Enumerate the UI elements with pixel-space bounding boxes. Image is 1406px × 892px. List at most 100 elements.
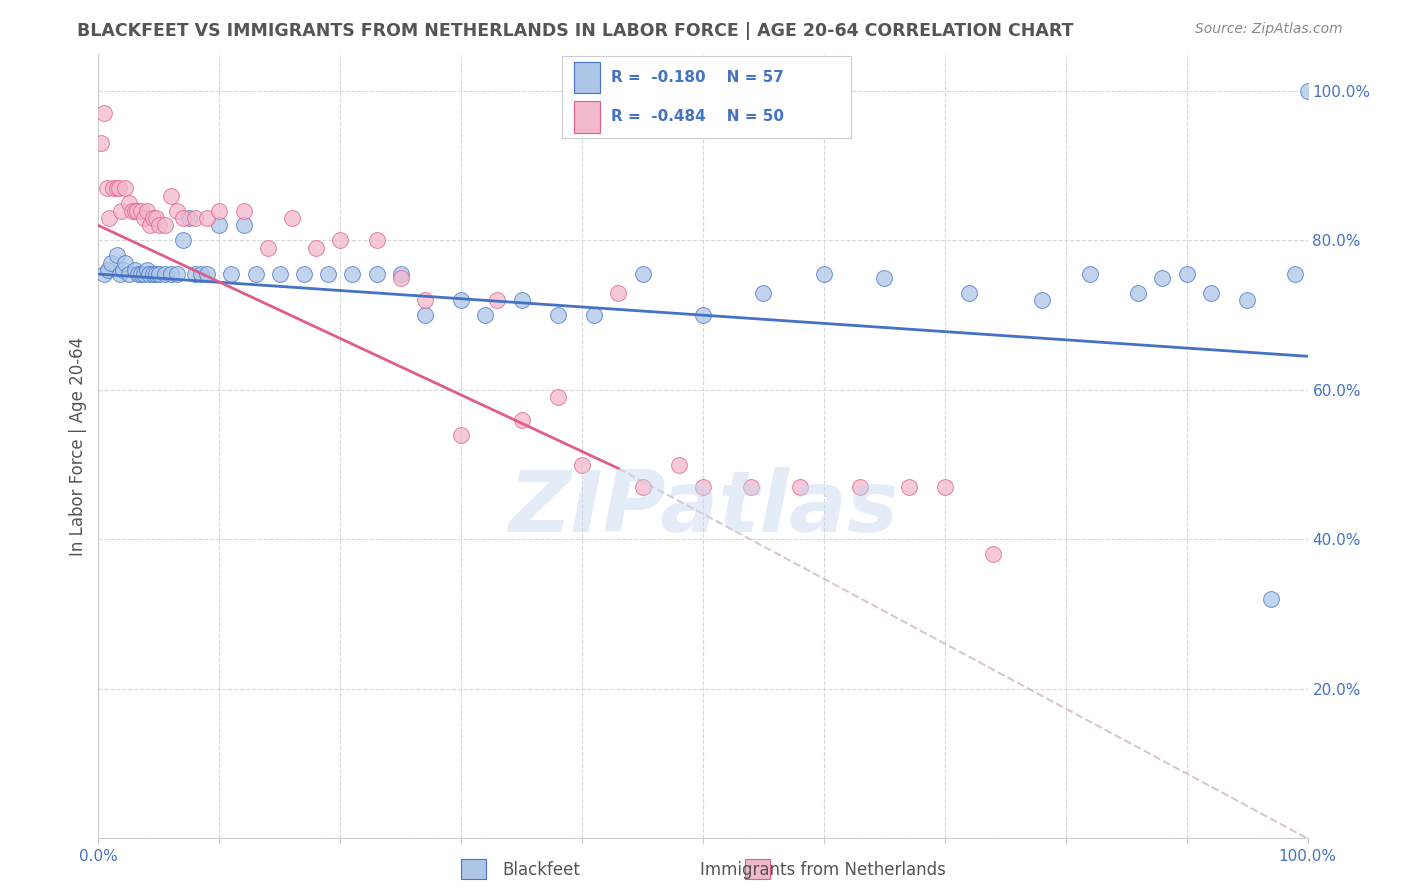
Bar xyxy=(574,102,600,133)
Point xyxy=(208,203,231,218)
Point xyxy=(281,211,304,225)
Point xyxy=(1128,285,1150,300)
Point xyxy=(127,267,149,281)
Point xyxy=(1199,285,1222,300)
Point xyxy=(957,285,980,300)
Point xyxy=(366,267,388,281)
Point xyxy=(256,241,278,255)
Point xyxy=(101,181,124,195)
Point xyxy=(232,219,254,233)
Point xyxy=(111,263,134,277)
Bar xyxy=(574,62,600,93)
Point xyxy=(1284,267,1306,281)
Text: BLACKFEET VS IMMIGRANTS FROM NETHERLANDS IN LABOR FORCE | AGE 20-64 CORRELATION : BLACKFEET VS IMMIGRANTS FROM NETHERLANDS… xyxy=(77,22,1074,40)
Point xyxy=(142,267,165,281)
Point xyxy=(108,267,131,281)
Point xyxy=(547,308,569,322)
Point xyxy=(145,267,167,281)
Point xyxy=(114,256,136,270)
Point xyxy=(269,267,291,281)
Point xyxy=(124,203,146,218)
Point xyxy=(692,480,714,494)
Point xyxy=(97,263,120,277)
Point xyxy=(124,263,146,277)
Text: R =  -0.484    N = 50: R = -0.484 N = 50 xyxy=(612,110,785,124)
Point xyxy=(134,267,156,281)
Point xyxy=(135,203,157,218)
Point xyxy=(305,241,328,255)
Point xyxy=(134,211,156,225)
Point xyxy=(184,267,207,281)
Point xyxy=(849,480,872,494)
Point xyxy=(668,458,690,472)
Point xyxy=(571,458,593,472)
Point xyxy=(110,203,132,218)
Point xyxy=(118,267,141,281)
Point xyxy=(510,293,533,308)
Point xyxy=(1260,592,1282,607)
Point xyxy=(329,234,352,248)
Point xyxy=(105,248,128,262)
Point xyxy=(121,203,143,218)
Y-axis label: In Labor Force | Age 20-64: In Labor Force | Age 20-64 xyxy=(69,336,87,556)
Text: R =  -0.180    N = 57: R = -0.180 N = 57 xyxy=(612,70,785,85)
Point xyxy=(510,413,533,427)
Point xyxy=(607,285,630,300)
Point xyxy=(631,480,654,494)
Point xyxy=(389,267,412,281)
Point xyxy=(105,181,128,195)
Point xyxy=(413,293,436,308)
Point xyxy=(474,308,496,322)
Point xyxy=(184,211,207,225)
Point xyxy=(100,256,122,270)
Point xyxy=(93,267,115,281)
Point xyxy=(160,188,183,202)
Point xyxy=(98,211,121,225)
Point xyxy=(232,203,254,218)
Point xyxy=(1078,267,1101,281)
Point xyxy=(934,480,956,494)
Point xyxy=(90,136,112,151)
Point xyxy=(195,267,218,281)
Point xyxy=(486,293,509,308)
Point xyxy=(292,267,315,281)
Point xyxy=(195,211,218,225)
Text: Blackfeet: Blackfeet xyxy=(502,861,581,879)
Text: ZIPatlas: ZIPatlas xyxy=(508,467,898,550)
Point xyxy=(389,270,412,285)
Point xyxy=(450,293,472,308)
Point xyxy=(160,267,183,281)
Point xyxy=(166,203,188,218)
Point xyxy=(1236,293,1258,308)
Point xyxy=(108,181,131,195)
Point xyxy=(450,427,472,442)
Point xyxy=(789,480,811,494)
Point xyxy=(172,211,194,225)
Point xyxy=(245,267,267,281)
Point xyxy=(127,203,149,218)
Point xyxy=(96,181,118,195)
Point xyxy=(148,219,170,233)
Point xyxy=(118,196,141,211)
Point xyxy=(366,234,388,248)
Point xyxy=(873,270,896,285)
Point xyxy=(172,234,194,248)
Point xyxy=(129,203,152,218)
Point xyxy=(897,480,920,494)
Point xyxy=(692,308,714,322)
Point xyxy=(153,219,176,233)
Point xyxy=(153,267,176,281)
Point xyxy=(135,263,157,277)
Point xyxy=(129,267,152,281)
Point xyxy=(148,267,170,281)
Point xyxy=(208,219,231,233)
Point xyxy=(1175,267,1198,281)
Point xyxy=(93,106,115,120)
Point xyxy=(190,267,212,281)
Point xyxy=(1031,293,1053,308)
Point xyxy=(139,219,162,233)
Point xyxy=(179,211,201,225)
Point xyxy=(1152,270,1174,285)
Text: Source: ZipAtlas.com: Source: ZipAtlas.com xyxy=(1195,22,1343,37)
Point xyxy=(813,267,835,281)
